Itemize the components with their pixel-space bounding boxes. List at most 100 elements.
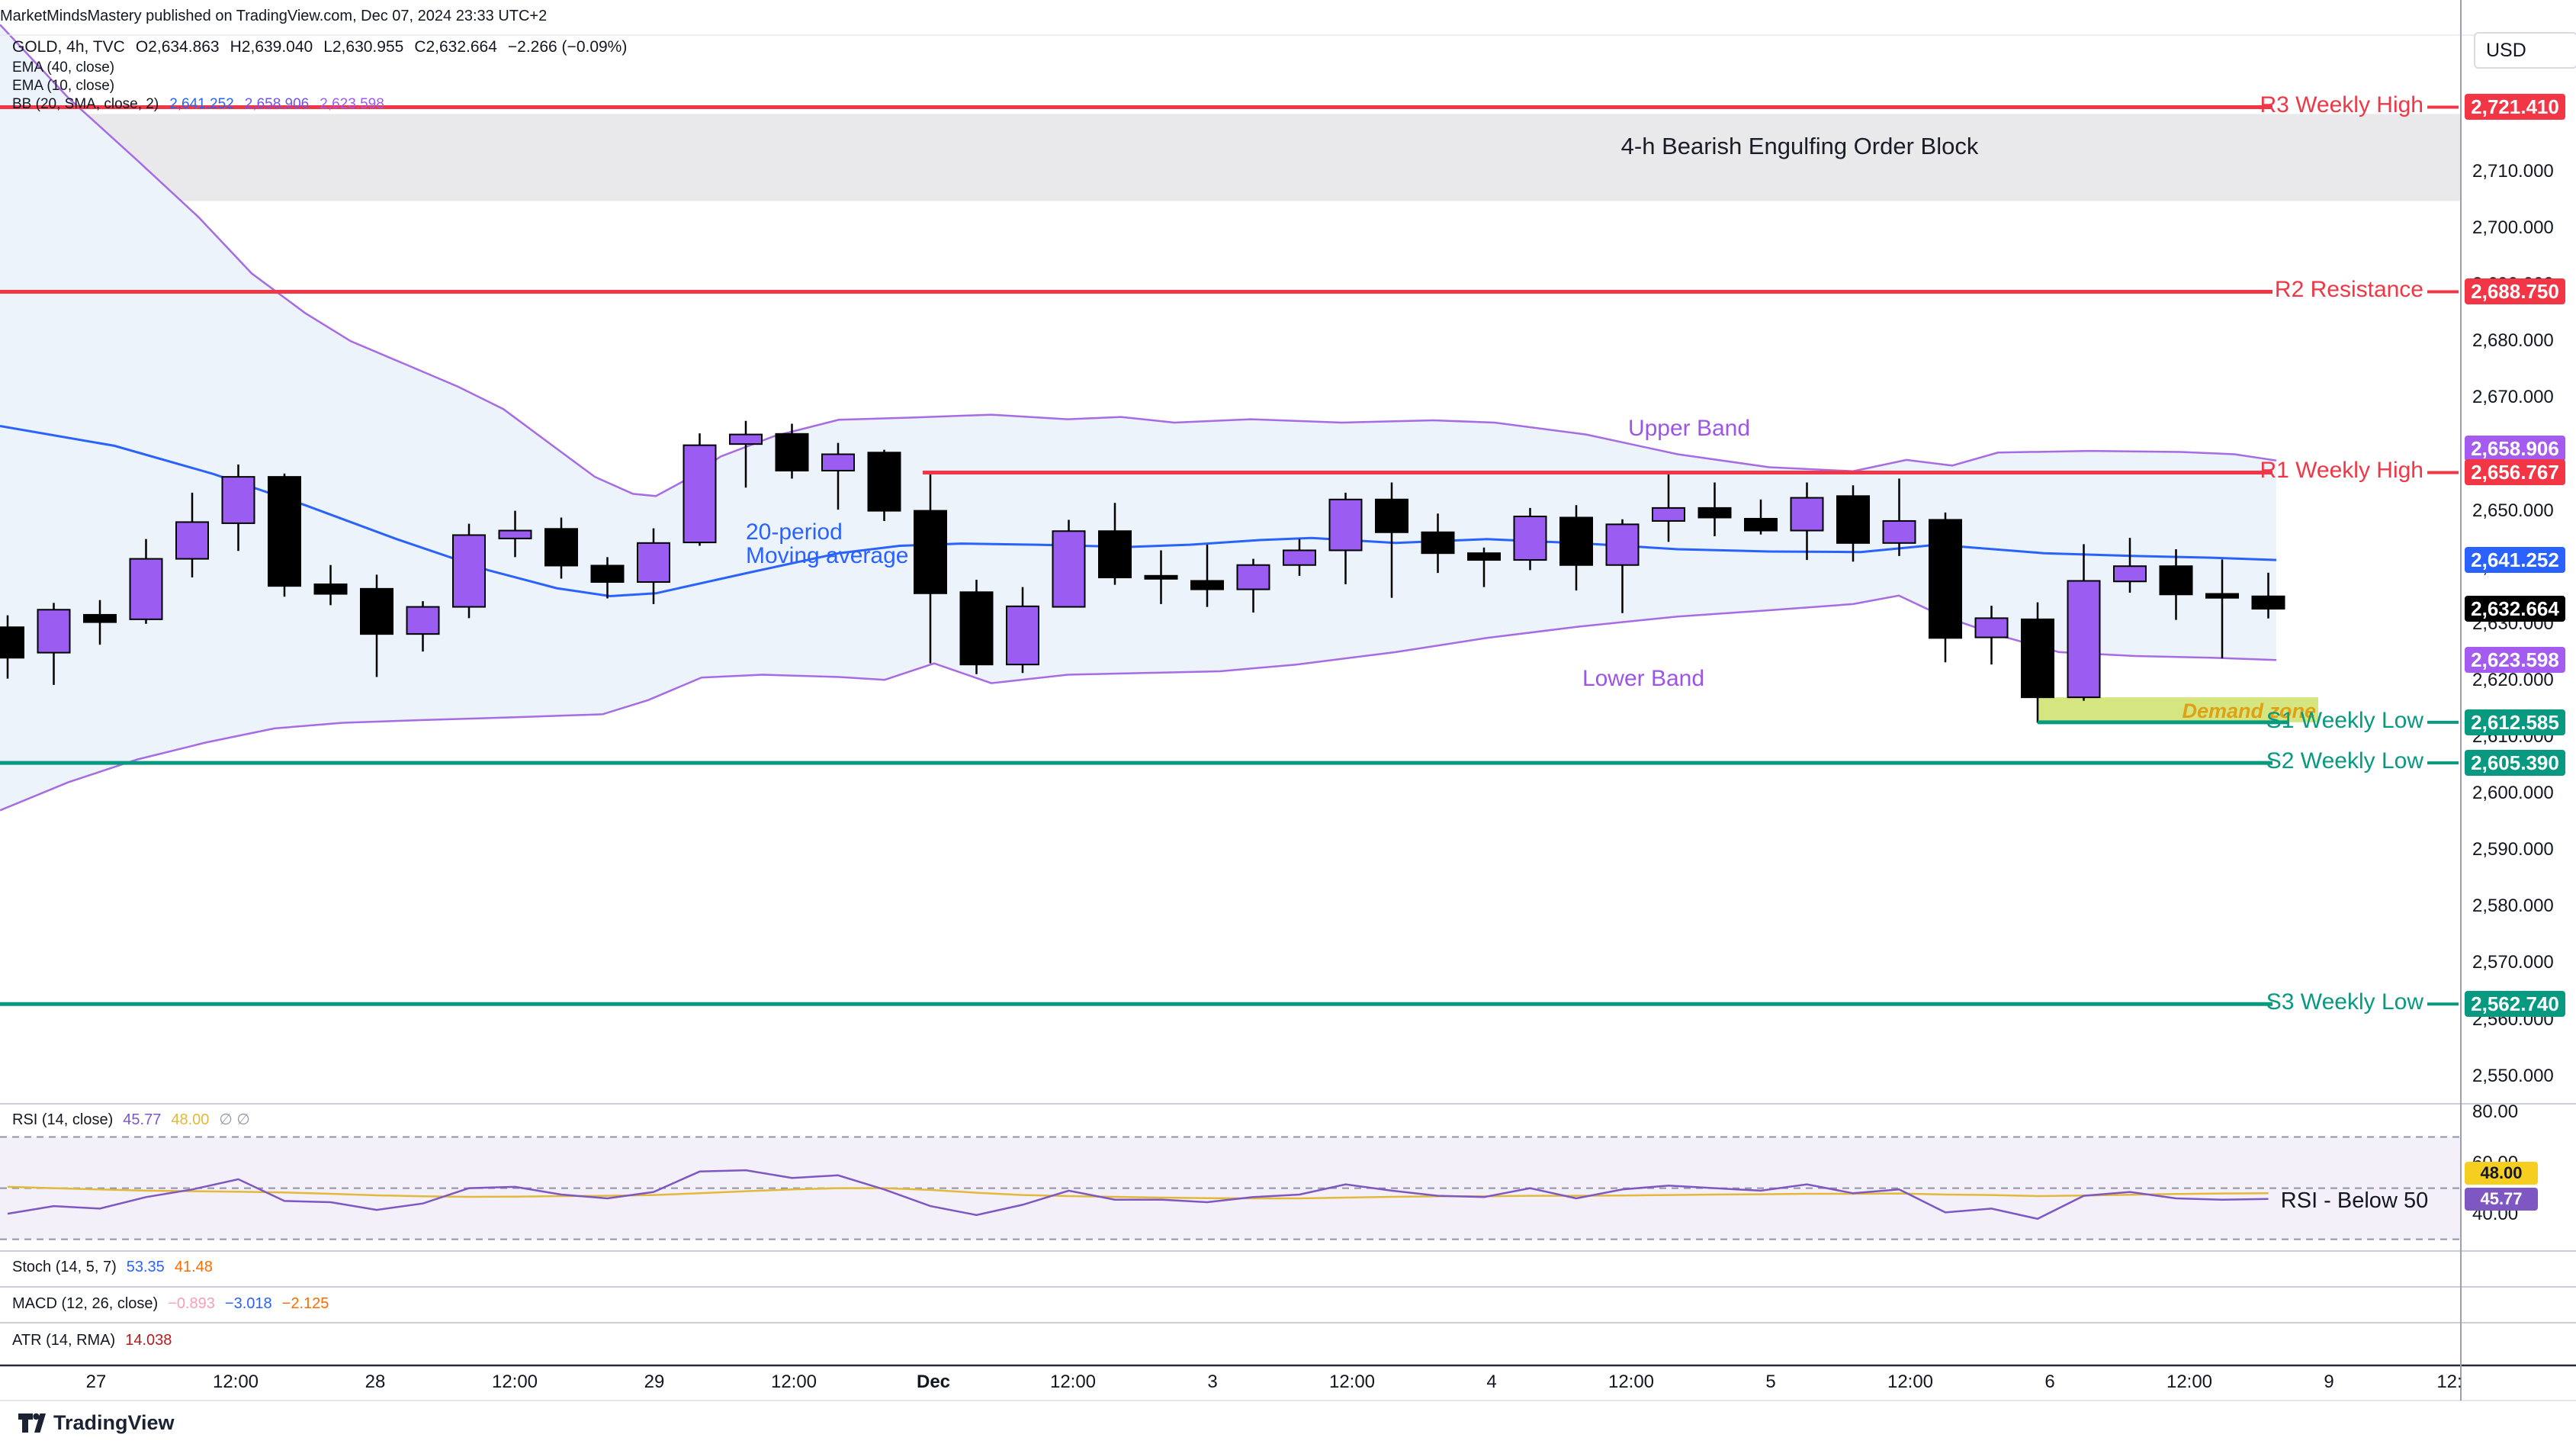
candle-bullish bbox=[37, 609, 71, 654]
rsi-label: RSI (14, close) bbox=[12, 1111, 114, 1128]
candle-bullish bbox=[2067, 580, 2101, 699]
order-block-annotation: 4-h Bearish Engulfing Order Block bbox=[1620, 133, 1979, 159]
candle-bearish bbox=[0, 626, 24, 659]
symbol-legend[interactable]: GOLD, 4h, TVC O2,634.863 H2,639.040 L2,630.… bbox=[12, 38, 638, 56]
level-label-r3: R3 Weekly High bbox=[2260, 92, 2423, 118]
time-tick-label: 3 bbox=[1207, 1372, 1218, 1392]
ohlc-close: C2,632.664 bbox=[414, 38, 497, 56]
rsi-tick-label: 80.00 bbox=[2472, 1101, 2519, 1122]
candle-bullish bbox=[1052, 530, 1086, 608]
candle-bearish bbox=[1559, 516, 1593, 566]
bb-lower-value: 2,623.598 bbox=[320, 96, 384, 112]
time-tick-label: 6 bbox=[2044, 1372, 2055, 1392]
time-tick-label: 27 bbox=[85, 1372, 107, 1392]
candle-bearish bbox=[1929, 519, 1962, 639]
price-tick-label: 2,650.000 bbox=[2472, 500, 2554, 521]
level-label-s1: S1 Weekly Low bbox=[2266, 707, 2423, 733]
macd-hist-value: −0.893 bbox=[168, 1295, 215, 1312]
price-badge: 2,641.252 bbox=[2465, 547, 2565, 574]
candle-bearish bbox=[775, 433, 809, 471]
stoch-legend[interactable]: Stoch (14, 5, 7) 53.35 41.48 bbox=[12, 1259, 223, 1276]
candle-bearish bbox=[1467, 552, 1501, 561]
ohlc-low: L2,630.955 bbox=[323, 38, 404, 56]
price-tick-label: 2,580.000 bbox=[2472, 896, 2554, 917]
bb-lower-band-line bbox=[0, 594, 2277, 812]
ohlc-open: O2,634.863 bbox=[135, 38, 220, 56]
candle-bullish bbox=[637, 542, 670, 583]
time-tick-label: 5 bbox=[1765, 1372, 1776, 1392]
candle-bullish bbox=[1974, 617, 2009, 638]
tradingview-logo[interactable]: TradingView bbox=[18, 1411, 175, 1435]
level-label-s3: S3 Weekly Low bbox=[2266, 989, 2423, 1015]
time-tick-label: 12:00 bbox=[491, 1372, 538, 1392]
price-badge: 2,605.390 bbox=[2465, 750, 2565, 777]
candle-bullish bbox=[221, 476, 255, 524]
time-tick-label: 12:00 bbox=[1049, 1372, 1097, 1392]
price-badge: 2,688.750 bbox=[2465, 278, 2565, 305]
price-tick-label: 2,680.000 bbox=[2472, 330, 2554, 352]
price-badge: 2,658.906 bbox=[2465, 435, 2565, 462]
price-tick-label: 2,670.000 bbox=[2472, 387, 2554, 408]
tradingview-logo-text: TradingView bbox=[53, 1411, 175, 1434]
rsi-ma-line bbox=[7, 1185, 2269, 1200]
price-tick-label: 2,590.000 bbox=[2472, 839, 2554, 860]
candle-bullish bbox=[1328, 498, 1363, 552]
candle-bullish bbox=[821, 453, 855, 471]
ohlc-high: H2,639.040 bbox=[230, 38, 313, 56]
candle-bearish bbox=[914, 510, 947, 594]
candle-bearish bbox=[1098, 530, 1132, 579]
byline: MarketMindsMastery published on TradingV… bbox=[0, 8, 548, 24]
bb-legend[interactable]: BB (20, SMA, close, 2) 2,641.252 2,658.906… bbox=[12, 96, 395, 113]
candle-bearish bbox=[1836, 495, 1870, 544]
candle-bullish bbox=[1652, 507, 1685, 522]
macd-label: MACD (12, 26, close) bbox=[12, 1295, 159, 1312]
candle-bearish bbox=[1375, 498, 1408, 533]
rsi-note-annotation: RSI - Below 50 bbox=[2280, 1188, 2429, 1213]
price-tick-label: 2,710.000 bbox=[2472, 161, 2554, 182]
candle-bearish bbox=[2159, 565, 2193, 596]
atr-legend[interactable]: ATR (14, RMA) 14.038 bbox=[12, 1332, 181, 1349]
atr-label: ATR (14, RMA) bbox=[12, 1332, 116, 1349]
level-label-r2: R2 Resistance bbox=[2274, 277, 2423, 303]
candle-bearish bbox=[959, 591, 994, 666]
macd-legend[interactable]: MACD (12, 26, close) −0.893 −3.018 −2.125 bbox=[12, 1295, 339, 1313]
price-badge: 2,623.598 bbox=[2465, 647, 2565, 674]
time-tick-label: 12:00 bbox=[770, 1372, 817, 1392]
candle-bullish bbox=[683, 444, 717, 544]
time-tick-label: 28 bbox=[365, 1372, 386, 1392]
candle-bullish bbox=[175, 521, 209, 560]
time-tick-label: 12:00 bbox=[1608, 1372, 1655, 1392]
candle-bearish bbox=[2205, 593, 2239, 599]
time-tick-label: 12: bbox=[2436, 1372, 2462, 1392]
price-tick-label: 2,570.000 bbox=[2472, 952, 2554, 973]
ma-annotation-line2: Moving average bbox=[746, 543, 909, 568]
time-tick-label: Dec bbox=[916, 1372, 951, 1392]
rsi-line bbox=[7, 1169, 2269, 1220]
candle-bearish bbox=[1421, 531, 1455, 555]
candle-bearish bbox=[313, 583, 348, 595]
candle-bullish bbox=[1605, 523, 1640, 566]
moving-average-annotation: 20-period Moving average bbox=[746, 520, 908, 568]
stoch-k-value: 53.35 bbox=[126, 1259, 165, 1275]
rsi-empty-values: ∅ ∅ bbox=[219, 1111, 250, 1128]
demand-zone-annotation: Demand zone bbox=[2182, 699, 2316, 722]
candle-bullish bbox=[729, 433, 763, 445]
ema10-legend[interactable]: EMA (10, close) bbox=[12, 78, 125, 95]
candle-bullish bbox=[1882, 519, 1916, 544]
candle-bearish bbox=[360, 587, 393, 635]
stoch-d-value: 41.48 bbox=[174, 1259, 213, 1275]
ema40-legend[interactable]: EMA (40, close) bbox=[12, 59, 125, 76]
candle-bullish bbox=[1283, 549, 1316, 566]
level-label-r1: R1 Weekly High bbox=[2260, 458, 2423, 484]
candle-bullish bbox=[1790, 497, 1824, 532]
currency-selector[interactable]: USD bbox=[2474, 32, 2576, 69]
rsi-badge: 48.00 bbox=[2465, 1162, 2538, 1185]
time-tick-label: 29 bbox=[644, 1372, 665, 1392]
time-tick-label: 12:00 bbox=[2166, 1372, 2213, 1392]
symbol-title: GOLD, 4h, TVC bbox=[12, 38, 125, 56]
candle-bullish bbox=[2113, 565, 2147, 583]
rsi-legend[interactable]: RSI (14, close) 45.77 48.00 ∅ ∅ bbox=[12, 1110, 260, 1129]
time-tick-label: 12:00 bbox=[1887, 1372, 1934, 1392]
price-badge: 2,656.767 bbox=[2465, 459, 2565, 486]
